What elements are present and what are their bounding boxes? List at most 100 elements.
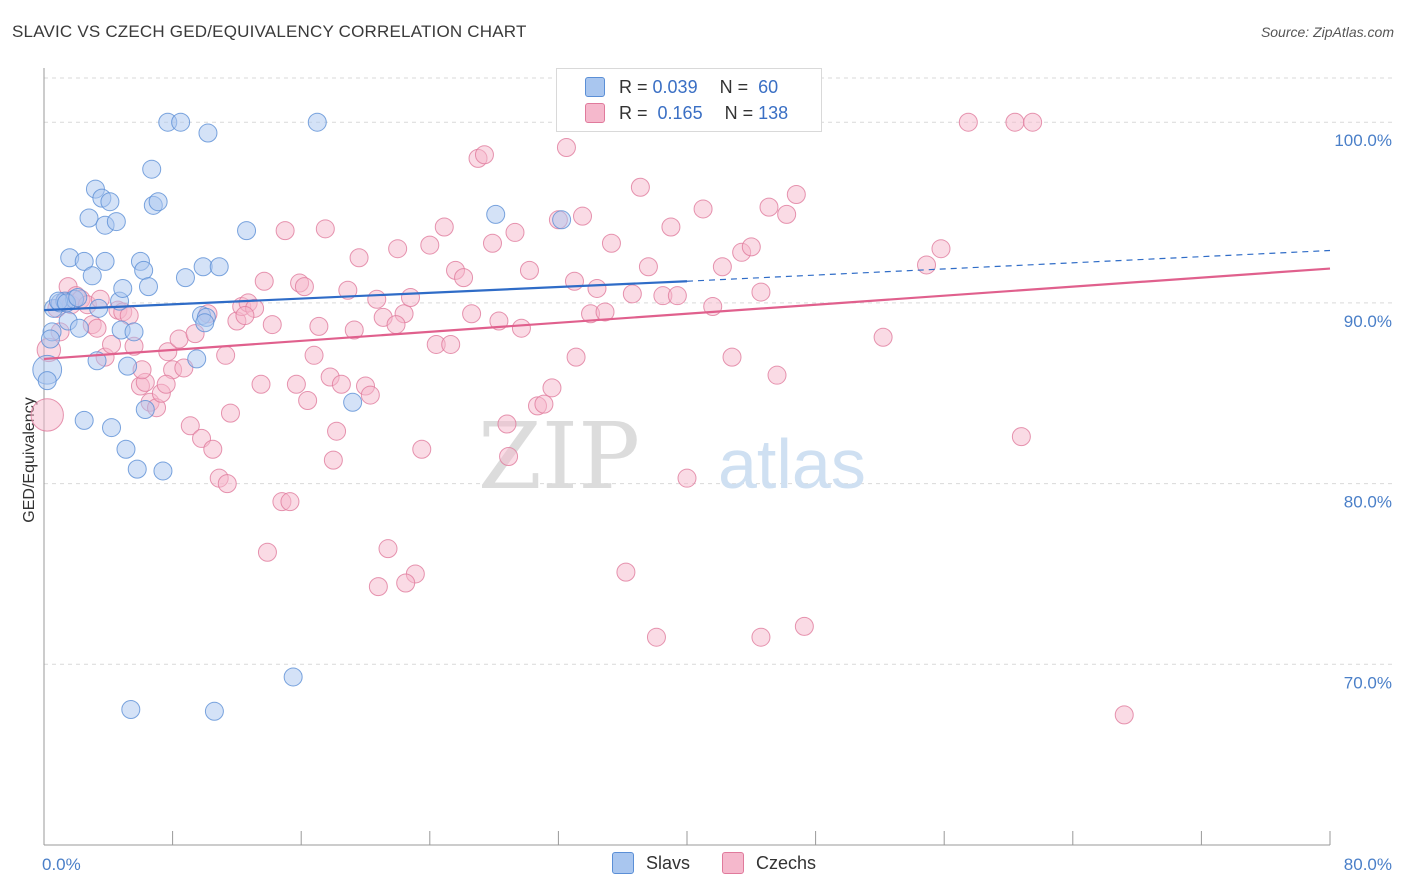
slavs-point-47	[237, 221, 257, 241]
czechs-point-28	[180, 416, 200, 436]
czechs-point-135	[386, 315, 406, 335]
czechs-point-132	[294, 277, 314, 297]
czechs-point-0	[30, 398, 64, 432]
y-tick-label-3: 100.0%	[1334, 131, 1392, 150]
czechs-point-86	[542, 378, 562, 398]
slavs-trend-extension	[686, 249, 1331, 282]
czechs-point-59	[360, 385, 380, 405]
watermark-atlas: atlas	[718, 425, 866, 503]
x-tick-label-0: 0.0%	[42, 855, 81, 874]
czechs-point-56	[344, 320, 364, 340]
czechs-point-45	[280, 492, 300, 512]
czechs-point-134	[156, 374, 176, 394]
czechs-point-57	[349, 248, 369, 268]
czechs-point-131	[235, 306, 255, 326]
slavs-point-39	[175, 268, 195, 288]
slavs-point-52	[552, 210, 572, 230]
czechs-point-80	[499, 447, 519, 466]
czechs-point-90	[573, 206, 593, 226]
chart-title: SLAVIC VS CZECH GED/EQUIVALENCY CORRELAT…	[12, 22, 527, 41]
slavs-point-21	[106, 212, 126, 232]
slavs-point-51	[486, 204, 506, 224]
slavs-point-1	[37, 371, 57, 391]
slavs-n-value: 60	[758, 76, 779, 97]
slavs-point-50	[343, 392, 363, 412]
slavs-point-55	[68, 287, 88, 307]
czechs-point-77	[482, 233, 502, 253]
czechs-point-46	[286, 374, 306, 394]
czechs-point-51	[315, 219, 335, 239]
czechs-point-103	[667, 286, 687, 306]
grid-lines	[44, 77, 1392, 665]
slavs-point-10	[74, 251, 94, 271]
slavs-point-44	[198, 123, 218, 143]
czechs-point-81	[505, 222, 525, 242]
czechs-point-99	[638, 257, 658, 277]
czechs-point-128	[396, 573, 416, 593]
series-legend: Slavs Czechs	[612, 852, 848, 874]
slavs-point-28	[124, 322, 144, 342]
czechs-point-126	[751, 282, 771, 302]
czechs-point-53	[327, 421, 347, 441]
czechs-point-122	[1005, 112, 1025, 132]
czechs-point-119	[917, 255, 937, 275]
czechs-point-49	[304, 345, 324, 365]
y-tick-label-1: 80.0%	[1344, 493, 1392, 512]
czechs-point-98	[630, 177, 650, 197]
slavs-point-49	[307, 112, 327, 132]
slavs-point-56	[195, 313, 215, 333]
slavs-point-59	[138, 277, 158, 297]
slavs-point-18	[95, 251, 115, 271]
czechs-point-83	[519, 260, 539, 280]
y-tick-label-2: 90.0%	[1344, 312, 1392, 331]
slavs-point-24	[113, 278, 133, 298]
czechs-point-67	[412, 439, 432, 459]
czechs-point-50	[309, 316, 329, 336]
czechs-point-120	[931, 239, 951, 259]
czechs-point-116	[794, 616, 814, 636]
czechs-point-73	[454, 268, 474, 288]
y-tick-labels: 70.0% 80.0% 90.0% 100.0%	[1334, 131, 1392, 692]
slavs-point-31	[134, 260, 154, 280]
czechs-point-105	[693, 199, 713, 219]
slavs-point-38	[171, 112, 191, 132]
czechs-point-27	[174, 358, 194, 378]
czechs-legend-label: Czechs	[756, 852, 817, 873]
legend-item-slavs[interactable]: Slavs	[612, 852, 690, 874]
slavs-point-48	[283, 667, 303, 687]
czechs-point-42	[262, 315, 282, 335]
slavs-point-33	[142, 159, 162, 179]
trend-lines	[43, 249, 1331, 361]
watermark: ZIP atlas	[478, 403, 866, 510]
czechs-r-value: 0.165	[657, 102, 703, 123]
slavs-point-57	[40, 329, 60, 349]
legend-item-czechs[interactable]: Czechs	[722, 852, 816, 874]
czechs-point-137	[217, 474, 237, 494]
czechs-point-62	[378, 539, 398, 559]
czechs-trend-line	[43, 267, 1331, 361]
czechs-point-97	[622, 284, 642, 304]
czechs-point-55	[338, 280, 358, 300]
slavs-point-40	[187, 349, 207, 369]
czechs-point-54	[331, 374, 351, 394]
slavs-point-36	[153, 461, 173, 481]
slavs-point-9	[69, 318, 89, 338]
y-axis-label: GED/Equivalency	[21, 397, 38, 522]
x-tick-label-1: 80.0%	[1344, 855, 1392, 874]
czechs-point-35	[220, 403, 240, 423]
czechs-point-82	[511, 318, 531, 338]
slavs-point-20	[102, 418, 122, 438]
czechs-point-26	[169, 329, 189, 349]
slavs-point-19	[100, 192, 120, 212]
czechs-point-34	[216, 345, 236, 365]
czechs-point-102	[661, 217, 681, 237]
czechs-point-71	[441, 334, 461, 354]
czechs-point-121	[958, 112, 978, 132]
czechs-point-115	[786, 184, 806, 204]
czechs-point-74	[462, 304, 482, 324]
czechs-point-78	[489, 311, 509, 331]
czechs-point-114	[777, 204, 797, 224]
czechs-point-111	[751, 627, 771, 647]
czechs-point-11	[87, 318, 107, 338]
